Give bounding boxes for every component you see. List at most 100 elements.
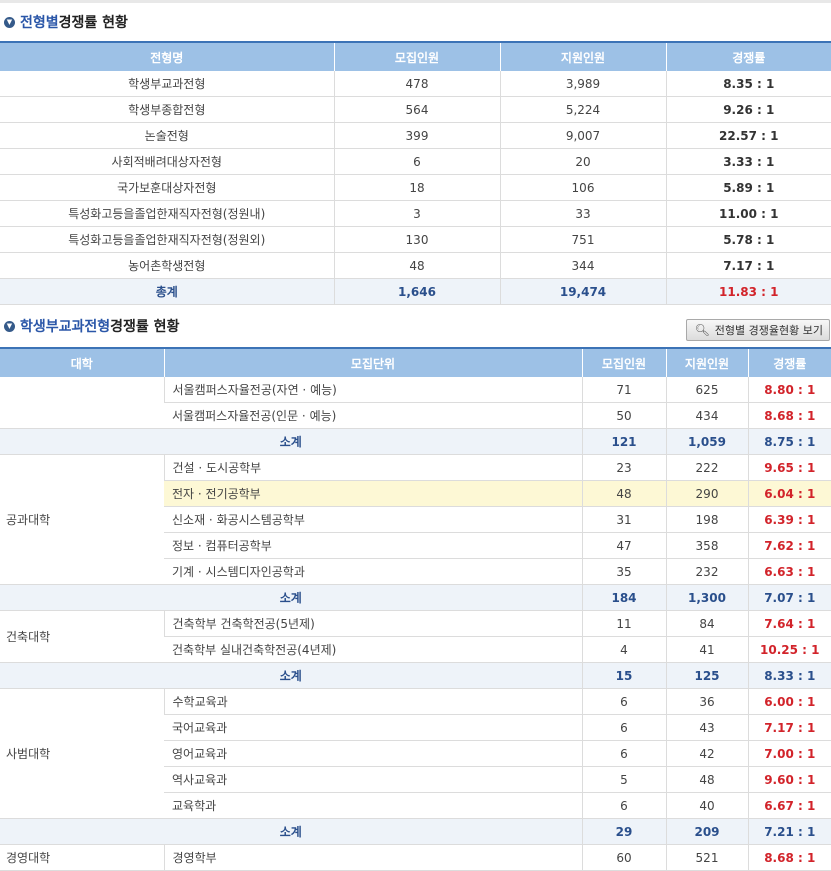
quota: 4 <box>581 636 666 663</box>
recruitment-unit: 건설 · 도시공학부 <box>163 454 582 481</box>
quota: 48 <box>333 252 500 279</box>
subtotal-quota: 15 <box>581 662 666 689</box>
competition-ratio: 7.00 : 1 <box>747 740 831 767</box>
subtotal-label: 소계 <box>0 818 582 845</box>
subtotal-label: 소계 <box>0 662 582 689</box>
competition-ratio: 9.26 : 1 <box>665 96 831 123</box>
competition-ratio: 22.57 : 1 <box>665 122 831 149</box>
college-name: 공과대학 <box>0 454 164 585</box>
admission-type: 국가보훈대상자전형 <box>0 174 334 201</box>
recruitment-unit: 국어교육과 <box>164 714 582 741</box>
column-header: 모집단위 <box>163 348 582 377</box>
quota: 71 <box>581 377 666 403</box>
table-row: 기계 · 시스템디자인공학과 35 232 6.63 : 1 <box>0 558 831 585</box>
table-row: 특성화고등을졸업한재직자전형(정원내) 3 33 11.00 : 1 <box>0 200 831 227</box>
table-row: 신소재 · 화공시스템공학부 31 198 6.39 : 1 <box>0 506 831 533</box>
view-by-type-button[interactable]: 🔍︎ 전형별 경쟁율현황 보기 <box>685 319 830 341</box>
subtotal-quota: 29 <box>581 818 666 845</box>
applicants: 43 <box>665 714 748 741</box>
applicants: 40 <box>665 792 748 819</box>
applicants: 222 <box>665 454 748 481</box>
search-icon: 🔍︎ <box>694 323 710 337</box>
competition-ratio: 8.68 : 1 <box>747 844 831 871</box>
table-row: 사회적배려대상자전형 6 20 3.33 : 1 <box>0 148 831 175</box>
applicants: 106 <box>499 174 666 201</box>
column-header: 지원인원 <box>665 348 748 377</box>
applicants: 5,224 <box>499 96 666 123</box>
total-row: 총계 1,646 19,474 11.83 : 1 <box>0 278 831 305</box>
table-row: 정보 · 컴퓨터공학부 47 358 7.62 : 1 <box>0 532 831 559</box>
table-row: 전자 · 전기공학부 48 290 6.04 : 1 <box>0 480 831 507</box>
quota: 6 <box>581 792 666 819</box>
quota: 60 <box>581 844 666 871</box>
competition-ratio: 6.63 : 1 <box>747 558 831 585</box>
applicants: 434 <box>665 402 748 429</box>
quota: 35 <box>581 558 666 585</box>
competition-ratio: 6.67 : 1 <box>747 792 831 819</box>
quota: 399 <box>333 122 500 149</box>
college-name: 건축대학 <box>0 610 164 663</box>
college-name: 경영대학 <box>0 844 164 871</box>
table-row: 서울캠퍼스자율전공(인문 · 예능) 50 434 8.68 : 1 <box>0 402 831 429</box>
subtotal-label: 소계 <box>0 584 582 611</box>
competition-ratio: 5.89 : 1 <box>665 174 831 201</box>
table-row: 논술전형 399 9,007 22.57 : 1 <box>0 122 831 149</box>
column-header: 모집인원 <box>333 42 500 71</box>
recruitment-unit: 역사교육과 <box>164 766 582 793</box>
competition-ratio: 6.39 : 1 <box>747 506 831 533</box>
quota: 47 <box>581 532 666 559</box>
competition-ratio: 9.65 : 1 <box>747 454 831 481</box>
quota: 478 <box>333 71 500 97</box>
subtotal-row: 소계 184 1,300 7.07 : 1 <box>0 584 831 611</box>
table-row: 학생부종합전형 564 5,224 9.26 : 1 <box>0 96 831 123</box>
total-label: 총계 <box>0 278 334 305</box>
quota: 130 <box>333 226 500 253</box>
subtotal-label: 소계 <box>0 428 582 455</box>
quota: 48 <box>581 480 666 507</box>
recruitment-unit: 전자 · 전기공학부 <box>164 480 582 507</box>
competition-ratio: 8.80 : 1 <box>747 377 831 403</box>
column-header: 경쟁률 <box>747 348 831 377</box>
quota: 23 <box>581 454 666 481</box>
quota: 564 <box>333 96 500 123</box>
table-row: 특성화고등을졸업한재직자전형(정원외) 130 751 5.78 : 1 <box>0 226 831 253</box>
table-row: 역사교육과 5 48 9.60 : 1 <box>0 766 831 793</box>
table-row: 농어촌학생전형 48 344 7.17 : 1 <box>0 252 831 279</box>
admission-type: 특성화고등을졸업한재직자전형(정원내) <box>0 200 334 227</box>
table-row: 사범대학 수학교육과 6 36 6.00 : 1 <box>0 688 831 819</box>
quota: 5 <box>581 766 666 793</box>
column-header: 경쟁률 <box>665 42 831 71</box>
applicants: 84 <box>665 610 748 637</box>
chevron-bullet-icon: ▼ <box>4 16 15 28</box>
applicants: 48 <box>665 766 748 793</box>
subtotal-applicants: 1,300 <box>665 584 748 611</box>
admission-type: 특성화고등을졸업한재직자전형(정원외) <box>0 226 334 253</box>
subtotal-applicants: 1,059 <box>665 428 748 455</box>
competition-by-type-table: 전형명 모집인원 지원인원 경쟁률 학생부교과전형 478 3,989 8.35 : 1 학생… <box>0 41 831 305</box>
subtotal-quota: 121 <box>581 428 666 455</box>
subtotal-row: 소계 15 125 8.33 : 1 <box>0 662 831 689</box>
total-ratio: 11.83 : 1 <box>665 278 831 305</box>
applicants: 9,007 <box>499 122 666 149</box>
quota: 6 <box>581 688 666 715</box>
applicants: 42 <box>665 740 748 767</box>
quota: 3 <box>333 200 500 227</box>
table-row: 국가보훈대상자전형 18 106 5.89 : 1 <box>0 174 831 201</box>
applicants: 3,989 <box>499 71 666 97</box>
competition-ratio: 3.33 : 1 <box>665 148 831 175</box>
table-row: 건축학부 실내건축학전공(4년제) 4 41 10.25 : 1 <box>0 636 831 663</box>
subtotal-quota: 184 <box>581 584 666 611</box>
table-row: 서울캠퍼스자율전공(자연 · 예능) 71 625 8.80 : 1 <box>0 377 831 429</box>
subtotal-row: 소계 29 209 7.21 : 1 <box>0 818 831 845</box>
quota: 50 <box>581 402 666 429</box>
column-header: 전형명 <box>0 42 334 71</box>
column-header: 대학 <box>0 348 164 377</box>
subtotal-ratio: 7.07 : 1 <box>747 584 831 611</box>
quota: 31 <box>581 506 666 533</box>
recruitment-unit: 건축학부 건축학전공(5년제) <box>163 610 582 637</box>
competition-ratio: 7.17 : 1 <box>747 714 831 741</box>
table-row: 건축대학 건축학부 건축학전공(5년제) 11 84 7.64 : 1 <box>0 610 831 663</box>
recruitment-unit: 영어교육과 <box>164 740 582 767</box>
total-quota: 1,646 <box>333 278 500 305</box>
applicants: 290 <box>665 480 748 507</box>
